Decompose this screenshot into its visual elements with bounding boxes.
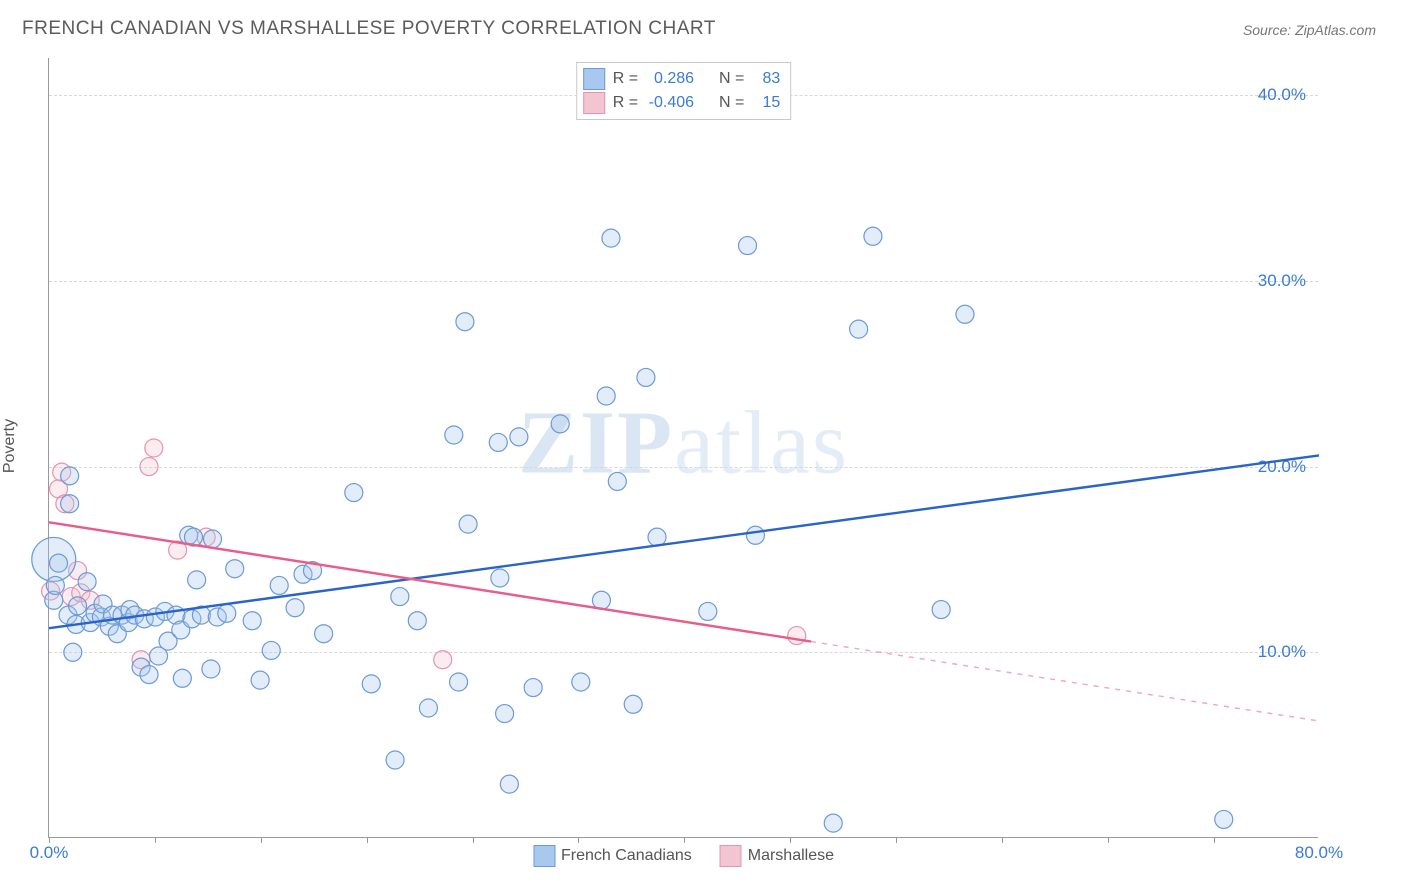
scatter-point [204, 530, 222, 548]
legend-swatch [583, 92, 605, 114]
scatter-point [572, 673, 590, 691]
scatter-point [608, 472, 626, 490]
stats-r-value: -0.406 [646, 91, 694, 115]
scatter-point [140, 666, 158, 684]
scatter-point [496, 705, 514, 723]
source-name: ZipAtlas.com [1295, 22, 1376, 38]
y-axis-label: Poverty [1, 419, 19, 473]
scatter-point [202, 660, 220, 678]
scatter-point [78, 573, 96, 591]
scatter-point [434, 651, 452, 669]
scatter-point [61, 467, 79, 485]
source-prefix: Source: [1243, 22, 1295, 38]
plot-area: ZIPatlas R =0.286 N =83R =-0.406 N =15 F… [48, 58, 1318, 838]
scatter-point [218, 604, 236, 622]
scatter-point [408, 612, 426, 630]
scatter-point [956, 305, 974, 323]
stats-r-label: R = [613, 67, 638, 91]
legend-swatch [583, 68, 605, 90]
stats-n-value: 83 [752, 67, 780, 91]
scatter-point [456, 313, 474, 331]
scatter-point [450, 673, 468, 691]
stats-n-label: N = [719, 67, 744, 91]
scatter-point [386, 751, 404, 769]
scatter-point [824, 814, 842, 832]
scatter-point [524, 679, 542, 697]
plot-wrap: ZIPatlas R =0.286 N =83R =-0.406 N =15 F… [48, 58, 1378, 838]
scatter-point [64, 643, 82, 661]
trend-line-extrapolated [811, 642, 1319, 721]
scatter-point [270, 576, 288, 594]
scatter-point [746, 526, 764, 544]
scatter-point [173, 669, 191, 687]
scatter-point [739, 237, 757, 255]
scatter-point [145, 439, 163, 457]
scatter-point [459, 515, 477, 533]
chart-svg [49, 58, 1319, 838]
scatter-point [345, 484, 363, 502]
scatter-point [46, 576, 64, 594]
scatter-point [1215, 810, 1233, 828]
stats-row: R = -0.406 N = 15 [583, 91, 781, 115]
legend-label: French Canadians [561, 847, 692, 865]
scatter-point [262, 641, 280, 659]
scatter-point [140, 458, 158, 476]
scatter-point [251, 671, 269, 689]
scatter-point [932, 601, 950, 619]
chart-container: FRENCH CANADIAN VS MARSHALLESE POVERTY C… [0, 0, 1406, 892]
scatter-point [69, 597, 87, 615]
scatter-point [624, 695, 642, 713]
legend-item: Marshallese [720, 845, 834, 867]
scatter-point [551, 415, 569, 433]
scatter-point [510, 428, 528, 446]
source-label: Source: ZipAtlas.com [1243, 22, 1376, 38]
x-tick-label: 0.0% [30, 843, 69, 863]
scatter-point [445, 426, 463, 444]
stats-legend: R = 0.286 N = 83 R = -0.406 N = 15 [576, 62, 792, 120]
scatter-point [864, 227, 882, 245]
scatter-point [188, 571, 206, 589]
scatter-point [597, 387, 615, 405]
legend-label: Marshallese [748, 847, 834, 865]
scatter-point [243, 612, 261, 630]
legend-item: French Canadians [533, 845, 692, 867]
stats-n-label: N = [719, 91, 744, 115]
scatter-point [50, 554, 68, 572]
scatter-point [391, 588, 409, 606]
scatter-point [419, 699, 437, 717]
scatter-point [788, 627, 806, 645]
scatter-point [489, 433, 507, 451]
scatter-point [500, 775, 518, 793]
scatter-point [491, 569, 509, 587]
stats-n-value: 15 [752, 91, 780, 115]
scatter-point [850, 320, 868, 338]
scatter-point [226, 560, 244, 578]
scatter-point [315, 625, 333, 643]
legend-swatch [533, 845, 555, 867]
stats-r-value: 0.286 [646, 67, 694, 91]
series-legend: French Canadians Marshallese [533, 845, 834, 867]
trend-line [49, 455, 1319, 628]
scatter-point [362, 675, 380, 693]
scatter-point [61, 495, 79, 513]
stats-row: R = 0.286 N = 83 [583, 67, 781, 91]
chart-title: FRENCH CANADIAN VS MARSHALLESE POVERTY C… [22, 18, 716, 40]
scatter-point [699, 602, 717, 620]
scatter-point [637, 368, 655, 386]
legend-swatch [720, 845, 742, 867]
x-tick-label: 80.0% [1295, 843, 1343, 863]
stats-r-label: R = [613, 91, 638, 115]
scatter-point [602, 229, 620, 247]
scatter-point [286, 599, 304, 617]
